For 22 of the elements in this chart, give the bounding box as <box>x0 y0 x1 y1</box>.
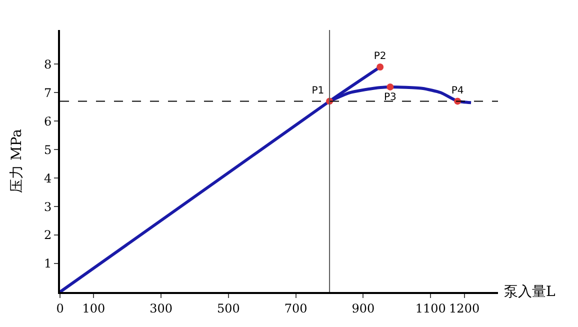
x-axis-title: 泵入量L <box>504 284 556 300</box>
x-tick-label: 1100 <box>415 301 446 316</box>
y-tick-label: 8 <box>44 57 52 72</box>
y-tick-label: 3 <box>44 200 52 214</box>
y-tick-label: 2 <box>44 228 52 242</box>
y-tick-label: 1 <box>44 256 52 271</box>
x-tick-label: 1200 <box>449 301 480 316</box>
y-tick-label: 4 <box>44 171 52 186</box>
x-tick-label: 100 <box>82 301 106 316</box>
y-tick-label: 6 <box>44 114 52 128</box>
data-label: P2 <box>374 51 386 62</box>
x-tick-label: 500 <box>217 301 240 316</box>
y-tick-label: 7 <box>44 86 52 100</box>
x-tick-label: 0 <box>56 301 64 316</box>
data-label: P1 <box>312 85 324 96</box>
y-axis-title: 压力 MPa <box>9 129 25 193</box>
y-tick-label: 5 <box>44 142 52 157</box>
x-tick-label: 300 <box>150 301 173 316</box>
data-label: P3 <box>384 92 396 103</box>
x-tick-label: 900 <box>352 301 375 316</box>
x-tick-label: 700 <box>284 301 308 316</box>
data-label: P4 <box>451 85 464 96</box>
